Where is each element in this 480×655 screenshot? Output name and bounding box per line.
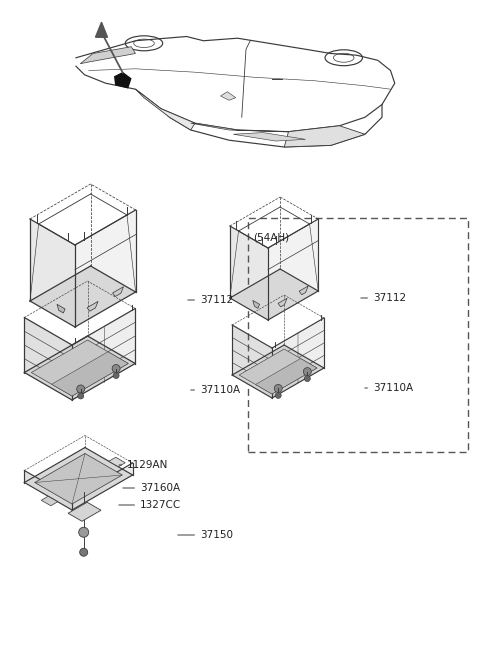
Text: 37110A: 37110A <box>365 383 413 393</box>
Polygon shape <box>232 325 272 398</box>
Text: 37112: 37112 <box>188 295 233 305</box>
Polygon shape <box>24 470 72 510</box>
Polygon shape <box>232 345 324 398</box>
Polygon shape <box>239 349 317 394</box>
Polygon shape <box>41 496 58 506</box>
Polygon shape <box>31 340 128 396</box>
Circle shape <box>113 373 119 379</box>
Text: 37110A: 37110A <box>191 385 240 395</box>
Circle shape <box>79 527 89 537</box>
Polygon shape <box>113 287 123 297</box>
Polygon shape <box>115 73 131 88</box>
Polygon shape <box>109 457 125 467</box>
Circle shape <box>77 385 84 393</box>
Polygon shape <box>233 132 305 141</box>
Text: 37160A: 37160A <box>123 483 180 493</box>
Circle shape <box>112 365 120 373</box>
Polygon shape <box>284 126 365 147</box>
Polygon shape <box>220 92 236 100</box>
Polygon shape <box>24 336 135 400</box>
Circle shape <box>80 548 88 556</box>
Polygon shape <box>96 22 108 37</box>
Circle shape <box>78 393 84 399</box>
Polygon shape <box>255 358 317 394</box>
Polygon shape <box>72 463 132 510</box>
Polygon shape <box>230 269 318 320</box>
Text: (54AH): (54AH) <box>253 232 289 242</box>
Polygon shape <box>253 301 260 309</box>
Polygon shape <box>52 352 128 396</box>
Polygon shape <box>87 301 98 311</box>
Polygon shape <box>24 318 72 400</box>
Polygon shape <box>35 453 122 504</box>
Circle shape <box>275 392 281 398</box>
Circle shape <box>274 384 282 392</box>
Polygon shape <box>57 305 65 313</box>
Bar <box>248 218 468 452</box>
Polygon shape <box>230 226 268 320</box>
Text: 37150: 37150 <box>178 530 233 540</box>
Polygon shape <box>24 447 132 510</box>
Polygon shape <box>30 219 75 327</box>
Text: 37112: 37112 <box>361 293 406 303</box>
Polygon shape <box>75 210 136 327</box>
Text: 1129AN: 1129AN <box>119 460 168 470</box>
Polygon shape <box>268 219 318 320</box>
Polygon shape <box>72 309 135 400</box>
Circle shape <box>303 367 312 375</box>
Polygon shape <box>278 298 287 307</box>
Polygon shape <box>272 318 324 398</box>
Polygon shape <box>80 47 135 64</box>
Polygon shape <box>191 123 288 132</box>
Polygon shape <box>30 266 136 327</box>
Polygon shape <box>68 502 101 521</box>
Text: 1327CC: 1327CC <box>119 500 181 510</box>
Polygon shape <box>135 89 195 130</box>
Polygon shape <box>299 286 308 295</box>
Circle shape <box>304 375 311 382</box>
